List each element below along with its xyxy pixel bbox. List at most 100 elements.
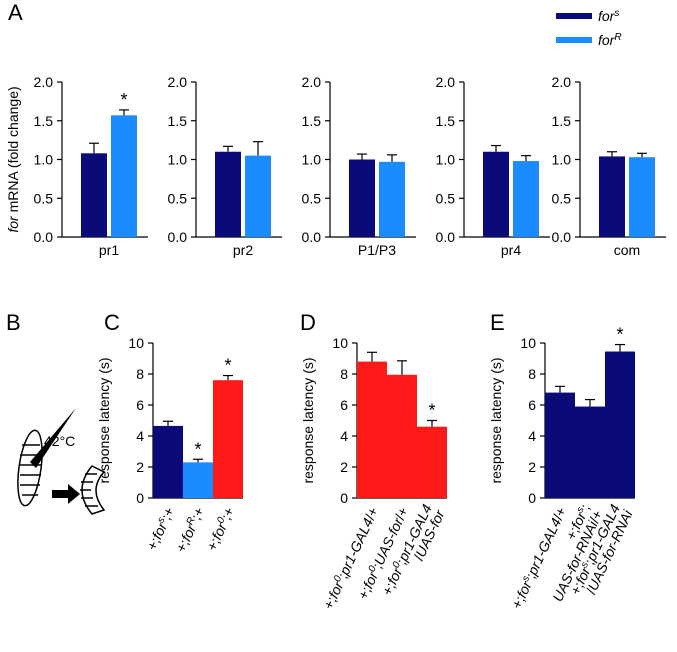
y-tick-label: 0 (340, 490, 348, 506)
y-axis-label: response latency (s) (488, 357, 504, 483)
text-part: for (384, 564, 406, 587)
error-bar (357, 153, 367, 160)
x-tick-label: +;forR;+ (172, 504, 208, 555)
y-tick-label: 1.0 (552, 152, 572, 168)
panel-label: D (300, 310, 316, 335)
legend-name: for (598, 32, 616, 48)
text-part: / (410, 553, 426, 563)
error-bar (193, 458, 203, 463)
panel-label: B (6, 310, 21, 335)
y-tick-label: 8 (528, 366, 536, 382)
error-bar (163, 420, 173, 426)
x-tick-label-line: +;fors; (562, 501, 593, 542)
bar (387, 374, 417, 498)
error-bar (119, 109, 129, 116)
y-tick-label: 1.0 (436, 152, 456, 168)
y-tick-label: 2.0 (34, 74, 54, 90)
text-part: pr1-GAL4 (524, 515, 565, 578)
y-tick-label: 0 (136, 490, 144, 506)
text-part: ; (369, 561, 385, 571)
error-bar (585, 398, 595, 407)
bar (545, 392, 575, 498)
significance-star: * (616, 325, 623, 345)
y-tick-label: 8 (340, 366, 348, 382)
text-part: ; (577, 502, 593, 512)
error-bar (555, 385, 565, 393)
error-bar (397, 360, 407, 375)
x-tick-label-line: +;fors;+ (143, 504, 177, 552)
bar (483, 151, 509, 237)
y-tick-label: 0.5 (552, 190, 572, 206)
bar (153, 425, 183, 498)
diagram-label: 42°C (44, 433, 75, 449)
text-part: for (5, 215, 21, 233)
y-tick-label: 2 (136, 459, 144, 475)
y-tick-label: 4 (136, 428, 144, 444)
error-bar (491, 144, 501, 152)
text-part: s (579, 560, 591, 569)
text-part: for (325, 578, 347, 601)
bar (575, 406, 605, 498)
y-tick-label: 10 (520, 335, 536, 351)
y-tick-label: 2 (340, 459, 348, 475)
y-tick-label: 2 (528, 459, 536, 475)
text-part: response latency (s) (300, 357, 316, 483)
text-part: 0 (366, 564, 379, 574)
bar (605, 351, 635, 498)
y-tick-label: 6 (340, 397, 348, 413)
text-part: response latency (s) (96, 357, 112, 483)
bar (215, 151, 241, 237)
x-tick-label: pr2 (233, 242, 253, 258)
text-part: for (572, 564, 594, 587)
x-tick-label-line: +;for0;+ (203, 504, 237, 553)
text-part: for (513, 577, 535, 600)
error-bar (223, 145, 233, 152)
text-part: 0 (332, 573, 345, 583)
y-tick-label: 6 (528, 397, 536, 413)
error-bar (615, 343, 625, 352)
error-bar (427, 419, 437, 427)
y-tick-label: 2.0 (168, 74, 188, 90)
x-tick-label-line: +;forR;+ (172, 504, 207, 554)
y-tick-label: 1.0 (168, 152, 188, 168)
y-tick-label: 1.5 (302, 113, 322, 129)
y-tick-label: 10 (128, 335, 144, 351)
bar (81, 153, 107, 237)
error-bar (367, 351, 377, 362)
y-tick-label: 0.0 (436, 229, 456, 245)
x-tick-label: pr1 (99, 242, 119, 258)
arrow (52, 484, 80, 504)
bar (357, 361, 387, 498)
text-part: for (208, 519, 230, 542)
x-tick-label: +;fors;+ (143, 504, 178, 553)
text-part: for (178, 521, 200, 544)
y-tick-label: 0.5 (436, 190, 456, 206)
y-tick-label: 0.5 (168, 190, 188, 206)
bar (111, 115, 137, 237)
legend-sup: s (614, 8, 619, 19)
x-tick-label: com (614, 242, 640, 258)
panel-label: C (104, 310, 120, 335)
text-part: response latency (s) (488, 357, 504, 483)
y-tick-label: 1.5 (34, 113, 54, 129)
error-bar (637, 152, 647, 158)
bar (599, 156, 625, 237)
y-tick-label: 8 (136, 366, 144, 382)
text-part: ; (393, 557, 409, 567)
y-tick-label: 2.0 (436, 74, 456, 90)
legend-sup: R (614, 32, 621, 43)
text-part: mRNA (fold change) (5, 86, 21, 216)
text-part: for (360, 568, 382, 591)
error-bar (521, 155, 531, 162)
bar (379, 161, 405, 237)
legend-name: for (598, 8, 616, 24)
panel-label: A (8, 0, 23, 25)
significance-star: * (120, 90, 127, 110)
bar (349, 159, 375, 237)
bar (183, 462, 213, 498)
y-tick-label: 4 (528, 428, 536, 444)
text-part: / (583, 586, 599, 596)
y-tick-label: 0.5 (302, 190, 322, 206)
bar (417, 426, 447, 498)
y-tick-label: 0.0 (34, 229, 54, 245)
